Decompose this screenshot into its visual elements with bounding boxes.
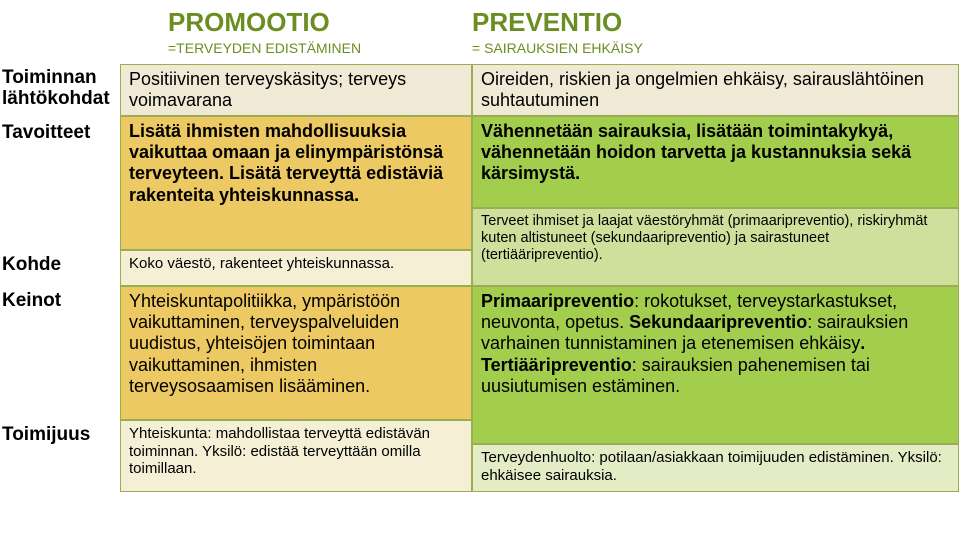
cell-promootio-tavoitteet: Lisätä ihmisten mahdollisuuksia vaikutta…	[120, 116, 472, 250]
txt-sekundaari-dot: .	[860, 333, 865, 353]
kw-sekundaari: Sekundaaripreventio	[629, 312, 807, 332]
cell-preventio-kohde: Terveet ihmiset ja laajat väestöryhmät (…	[472, 208, 959, 286]
kw-tertiaari: Tertiääripreventio	[481, 355, 632, 375]
cell-preventio-toimijuus: Terveydenhuolto: potilaan/asiakkaan toim…	[472, 444, 959, 492]
rowlabel-toimijuus: Toimijuus	[2, 424, 120, 446]
rowlabel-keinot: Keinot	[2, 290, 120, 312]
cell-promootio-lahto: Positiivinen terveyskäsitys; terveys voi…	[120, 64, 472, 116]
header-promootio: PROMOOTIO	[168, 7, 330, 38]
subheader-preventio: = SAIRAUKSIEN EHKÄISY	[472, 40, 643, 56]
kw-primaari: Primaaripreventio	[481, 291, 634, 311]
rowlabel-kohde: Kohde	[2, 254, 120, 276]
cell-promootio-keinot: Yhteiskuntapolitiikka, ympäristöön vaiku…	[120, 286, 472, 420]
rowlabel-tavoitteet: Tavoitteet	[2, 122, 120, 144]
cell-promootio-kohde: Koko väestö, rakenteet yhteiskunnassa.	[120, 250, 472, 286]
header-preventio: PREVENTIO	[472, 7, 622, 38]
subheader-promootio: =TERVEYDEN EDISTÄMINEN	[168, 40, 361, 56]
cell-preventio-keinot: Primaaripreventio: rokotukset, terveysta…	[472, 286, 959, 444]
cell-preventio-tavoitteet: Vähennetään sairauksia, lisätään toimint…	[472, 116, 959, 208]
cell-promootio-toimijuus: Yhteiskunta: mahdollistaa terveyttä edis…	[120, 420, 472, 492]
cell-preventio-lahto: Oireiden, riskien ja ongelmien ehkäisy, …	[472, 64, 959, 116]
rowlabel-lahtokohdat: Toiminnan lähtökohdat	[2, 68, 120, 110]
